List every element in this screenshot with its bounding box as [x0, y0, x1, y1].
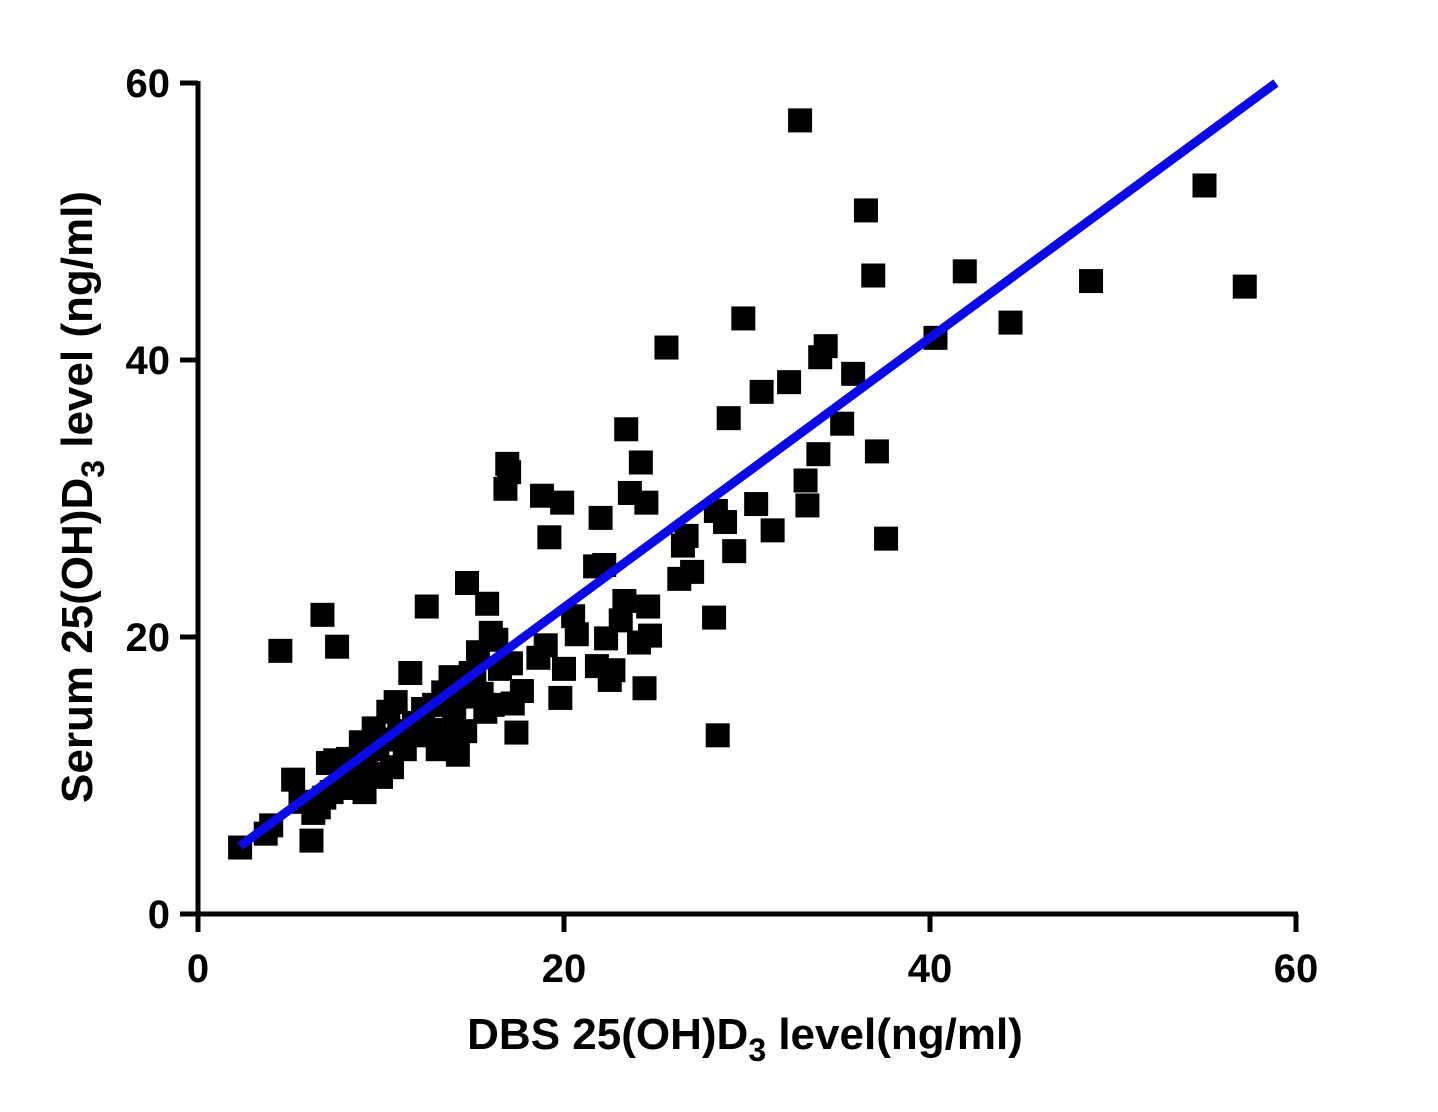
data-point — [530, 483, 555, 508]
data-point — [680, 559, 705, 584]
data-point — [509, 679, 534, 704]
data-point — [537, 525, 562, 550]
data-point — [552, 656, 576, 681]
data-point — [281, 767, 306, 792]
data-point — [813, 334, 838, 359]
data-point — [760, 518, 785, 543]
y-tick-label: 40 — [126, 339, 171, 383]
data-point — [475, 591, 500, 616]
data-point — [634, 490, 659, 515]
data-point — [299, 828, 324, 853]
data-point — [445, 742, 470, 767]
data-point — [952, 259, 977, 284]
data-point — [874, 526, 899, 551]
data-point — [864, 439, 889, 464]
data-point — [1192, 173, 1217, 198]
data-point — [497, 460, 522, 485]
y-tick-label: 20 — [126, 616, 171, 660]
data-point — [310, 602, 335, 627]
data-point — [638, 623, 663, 648]
data-point — [564, 622, 589, 647]
data-point — [612, 588, 637, 613]
data-point — [504, 720, 529, 745]
data-point — [632, 676, 657, 701]
data-point — [1079, 269, 1104, 294]
data-point — [533, 633, 558, 658]
data-point — [731, 306, 756, 331]
data-point — [777, 370, 802, 395]
data-point — [998, 310, 1023, 335]
data-point — [628, 450, 653, 475]
data-point — [636, 594, 661, 619]
data-point — [793, 468, 818, 493]
data-point — [841, 361, 866, 386]
data-point — [788, 108, 813, 133]
data-point — [702, 605, 727, 630]
x-tick-label: 40 — [908, 947, 953, 991]
data-point — [325, 634, 350, 659]
data-point — [744, 492, 769, 517]
data-point — [455, 570, 480, 595]
data-point — [601, 658, 626, 683]
x-axis-title: DBS 25(OH)D3 level(ng/ml) — [467, 1010, 1023, 1068]
data-point — [830, 411, 855, 436]
data-point — [705, 723, 730, 748]
x-tick-label: 60 — [1274, 947, 1319, 991]
data-point — [614, 417, 639, 442]
ticks-layer: 0 20 40 60 0 20 40 60 — [126, 62, 1319, 991]
data-point — [722, 539, 747, 564]
data-point — [861, 263, 886, 288]
data-point — [398, 661, 423, 686]
data-point — [749, 379, 774, 404]
data-point — [806, 442, 831, 467]
data-point — [588, 505, 613, 530]
data-point — [453, 719, 478, 744]
data-point — [548, 685, 573, 710]
data-point — [1232, 274, 1257, 299]
fit-line-layer — [237, 79, 1279, 850]
x-tick-label: 20 — [542, 947, 587, 991]
data-point — [716, 406, 741, 431]
data-point — [853, 198, 878, 223]
data-point — [480, 692, 505, 717]
data-point — [654, 335, 679, 360]
data-point — [383, 690, 408, 715]
regression-line — [237, 79, 1279, 850]
x-tick-label: 0 — [187, 947, 209, 991]
data-point — [414, 594, 439, 619]
axes-layer — [195, 81, 1298, 917]
data-point — [713, 510, 738, 535]
y-tick-label: 60 — [126, 62, 171, 106]
y-axis-title: Serum 25(OH)D3 level (ng/ml) — [53, 191, 111, 803]
y-tick-label: 0 — [148, 893, 170, 937]
data-point — [795, 493, 820, 518]
data-point — [268, 638, 293, 663]
data-point — [550, 490, 575, 515]
